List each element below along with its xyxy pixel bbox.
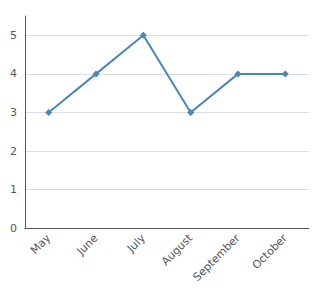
svg-text:May: May bbox=[28, 231, 54, 257]
svg-text:0: 0 bbox=[10, 222, 17, 235]
svg-text:4: 4 bbox=[10, 67, 17, 80]
svg-text:June: June bbox=[74, 231, 101, 258]
svg-text:September: September bbox=[190, 231, 242, 283]
svg-text:October: October bbox=[250, 231, 291, 272]
svg-text:3: 3 bbox=[10, 106, 17, 119]
svg-text:1: 1 bbox=[10, 183, 17, 196]
svg-text:2: 2 bbox=[10, 145, 17, 158]
svg-text:July: July bbox=[124, 231, 148, 255]
svg-text:August: August bbox=[159, 231, 196, 268]
svg-text:5: 5 bbox=[10, 29, 17, 42]
